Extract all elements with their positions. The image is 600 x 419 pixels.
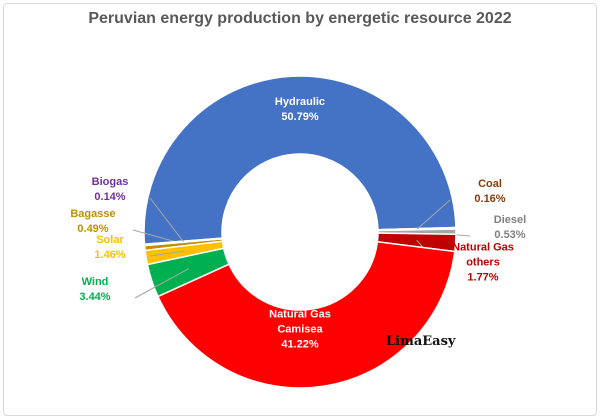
leader-line xyxy=(149,250,185,257)
label-value: 3.44% xyxy=(79,291,111,303)
chart-title: Peruvian energy production by energetic … xyxy=(88,10,512,27)
data-label: Wind 3.44% xyxy=(47,275,143,305)
data-label: Natural Gas others 1.77% xyxy=(435,241,531,286)
label-value: 0.16% xyxy=(474,193,506,205)
label-name: Solar xyxy=(96,234,124,246)
label-value: 41.22% xyxy=(281,338,319,351)
label-name: Coal xyxy=(478,178,502,190)
watermark: LimaEasy xyxy=(386,334,456,349)
leader-line xyxy=(134,268,190,299)
label-value: 0.49% xyxy=(77,223,109,235)
label-name: Diesel xyxy=(493,214,527,226)
donut-slice xyxy=(143,75,457,246)
data-label: Biogas 0.14% xyxy=(62,175,158,205)
data-label: Diesel 0.53% xyxy=(462,213,558,243)
label-name: Wind xyxy=(81,276,109,288)
data-label: Solar 1.46% xyxy=(62,233,158,263)
donut-slice xyxy=(156,240,456,389)
leader-line xyxy=(416,199,451,230)
donut-slice xyxy=(143,237,224,247)
label-name: Bagasse xyxy=(70,208,116,220)
label-value: 0.14% xyxy=(94,191,126,203)
label-name: Natural Gas Camisea xyxy=(269,308,331,336)
data-label: Hydraulic 50.79% xyxy=(252,95,348,125)
label-name: Natural Gas others xyxy=(452,241,514,269)
label-value: 1.46% xyxy=(94,249,126,261)
leader-line xyxy=(149,197,184,242)
data-label: Natural Gas Camisea 41.22% xyxy=(252,308,348,353)
label-value: 1.77% xyxy=(467,271,499,284)
label-value: 0.53% xyxy=(494,229,526,241)
label-name: Biogas xyxy=(91,176,129,188)
label-name: Hydraulic xyxy=(274,96,326,108)
chart-frame xyxy=(3,3,597,416)
data-label: Coal 0.16% xyxy=(442,177,538,207)
data-label: Bagasse 0.49% xyxy=(45,207,141,237)
label-value: 50.79% xyxy=(281,111,319,123)
